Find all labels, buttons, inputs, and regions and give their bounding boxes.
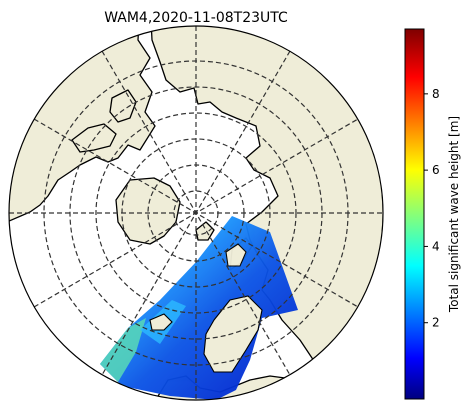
colorbar-tick-label: 8 xyxy=(432,87,440,101)
colorbar-label: Total significant wave height [m] xyxy=(447,116,461,313)
wave-high-band xyxy=(100,318,146,382)
land-svalbard xyxy=(195,221,215,241)
colorbar-gradient xyxy=(404,28,425,400)
land-asia xyxy=(149,26,383,400)
colorbar: 2 4 6 8 Total significant wave height [m] xyxy=(404,28,461,400)
colorbar-tick-label: 6 xyxy=(432,163,440,177)
land-svalbard-overlay xyxy=(225,243,247,267)
land-arctic-islands xyxy=(71,123,117,153)
colorbar-tick-label: 4 xyxy=(432,239,440,253)
colorbar-tick-label: 2 xyxy=(432,316,440,330)
meridian-diag-4 xyxy=(101,50,291,376)
map-boundary xyxy=(8,25,384,401)
wave-height-sector xyxy=(100,216,298,400)
land-iceland-overlay xyxy=(149,313,173,331)
colorbar-ticks: 2 4 6 8 xyxy=(424,87,440,330)
map-title: WAM4,2020-11-08T23UTC xyxy=(104,10,288,26)
latitude-circle-4 xyxy=(95,112,297,314)
land-baffin-island xyxy=(109,89,137,123)
graticule xyxy=(9,26,383,400)
